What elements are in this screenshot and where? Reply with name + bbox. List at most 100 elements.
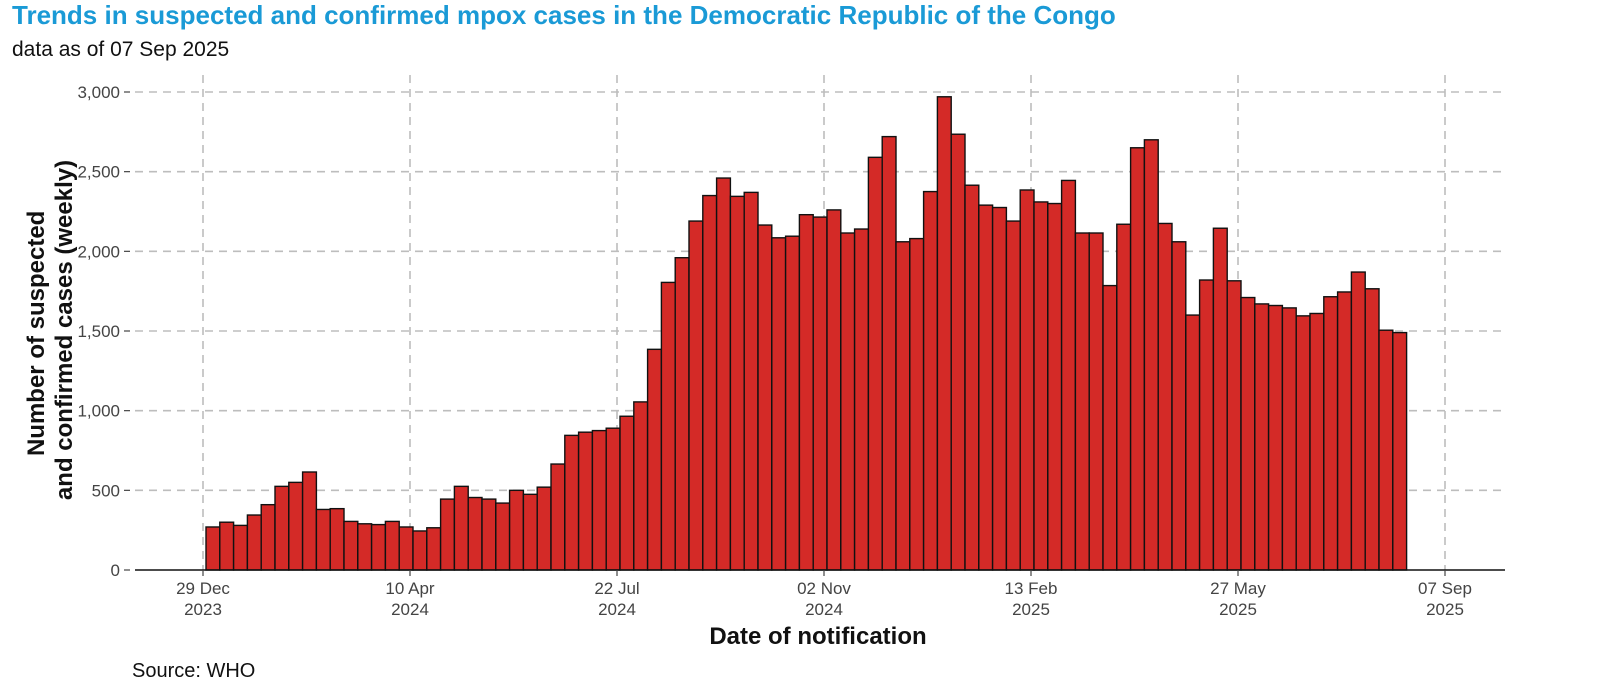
bar	[729, 195, 745, 571]
y-axis-title: Number of suspected and confirmed cases …	[23, 160, 78, 500]
bar	[1240, 296, 1256, 571]
bar	[1323, 296, 1339, 571]
bar	[1129, 147, 1146, 571]
bar	[1019, 189, 1035, 571]
x-tick-label-year: 2024	[598, 600, 636, 619]
bar	[522, 493, 538, 571]
bar	[1254, 303, 1270, 571]
bar	[646, 348, 663, 571]
bar	[1074, 232, 1090, 571]
x-tick-label-year: 2025	[1012, 600, 1050, 619]
bar	[1005, 220, 1021, 571]
bar	[1171, 241, 1187, 571]
bar	[439, 498, 456, 571]
bar	[619, 415, 635, 571]
source-note: Source: WHO	[132, 660, 256, 682]
bar	[991, 206, 1008, 571]
x-tick-label: 13 Feb	[1005, 579, 1058, 598]
bar	[1143, 139, 1159, 571]
bar	[370, 523, 387, 571]
bar	[743, 191, 759, 571]
bar	[591, 429, 607, 571]
bar	[867, 156, 883, 571]
bar	[205, 526, 221, 571]
bar	[964, 184, 980, 571]
bar	[1350, 271, 1366, 571]
bar	[550, 463, 566, 571]
bar	[936, 96, 952, 571]
bar	[1212, 227, 1228, 571]
bar	[1267, 304, 1284, 571]
bar	[978, 204, 994, 571]
x-tick-label-year: 2024	[391, 600, 429, 619]
bar	[771, 237, 787, 571]
bar	[1226, 280, 1242, 571]
y-axis-ticks: 0 500 1,000 1,500 2,000 2,500 3,000	[77, 83, 130, 580]
bar	[288, 481, 304, 571]
y-tick-label: 1,000	[77, 402, 120, 421]
bar	[1198, 279, 1215, 571]
bar	[605, 427, 621, 571]
y-tick-label: 500	[92, 481, 120, 500]
bar	[343, 520, 359, 571]
bar	[412, 530, 428, 571]
bar	[1088, 232, 1104, 571]
bar	[357, 523, 373, 571]
x-tick-label-year: 2023	[184, 600, 222, 619]
bar	[536, 486, 552, 571]
y-axis-title-line-1: Number of suspected	[23, 211, 50, 456]
bar	[660, 281, 676, 571]
bar	[633, 401, 649, 571]
bar	[1157, 222, 1173, 571]
bar	[495, 502, 511, 571]
x-tick-label-year: 2025	[1426, 600, 1464, 619]
bar	[1116, 223, 1132, 571]
bar	[564, 434, 580, 571]
bar	[702, 194, 718, 571]
bar	[1047, 202, 1063, 571]
bar	[246, 514, 262, 571]
bar	[398, 526, 414, 571]
bar	[950, 133, 966, 571]
x-tick-label-year: 2025	[1219, 600, 1257, 619]
bar	[1364, 288, 1380, 571]
y-axis-title-line-2: and confirmed cases (weekly)	[51, 160, 78, 500]
bar	[922, 190, 939, 571]
x-axis-ticks: 29 Dec 2023 10 Apr 2024 22 Jul 2024 02 Nov 2024…	[176, 570, 1472, 619]
y-tick-label: 2,000	[77, 242, 120, 261]
bar	[881, 135, 897, 571]
bar	[757, 224, 773, 571]
bar	[1060, 179, 1077, 571]
x-tick-label: 27 May	[1210, 579, 1266, 598]
bar	[481, 498, 497, 571]
x-tick-label: 29 Dec	[176, 579, 230, 598]
bar	[784, 235, 801, 571]
bar	[315, 508, 331, 571]
bar	[715, 177, 732, 571]
x-tick-label: 10 Apr	[385, 579, 434, 598]
bar	[909, 237, 925, 571]
bar	[301, 471, 318, 571]
bar	[329, 507, 345, 571]
y-tick-label: 2,500	[77, 163, 120, 182]
bar	[674, 257, 690, 571]
bar	[426, 527, 442, 571]
bar	[1309, 312, 1325, 571]
bar	[577, 431, 594, 571]
bar	[260, 503, 276, 571]
chart-title: Trends in suspected and confirmed mpox c…	[12, 0, 1116, 30]
x-tick-label: 07 Sep	[1418, 579, 1472, 598]
bar	[219, 521, 235, 571]
bar	[274, 485, 290, 571]
bar	[1185, 314, 1201, 571]
bar	[853, 228, 870, 571]
x-tick-label: 02 Nov	[797, 579, 851, 598]
bars-group	[205, 96, 1408, 571]
chart-subtitle: data as of 07 Sep 2025	[12, 38, 230, 61]
y-tick-label: 3,000	[77, 83, 120, 102]
y-tick-label: 0	[111, 561, 120, 580]
bar	[895, 241, 911, 571]
x-tick-label: 22 Jul	[594, 579, 639, 598]
bar	[1033, 201, 1049, 571]
